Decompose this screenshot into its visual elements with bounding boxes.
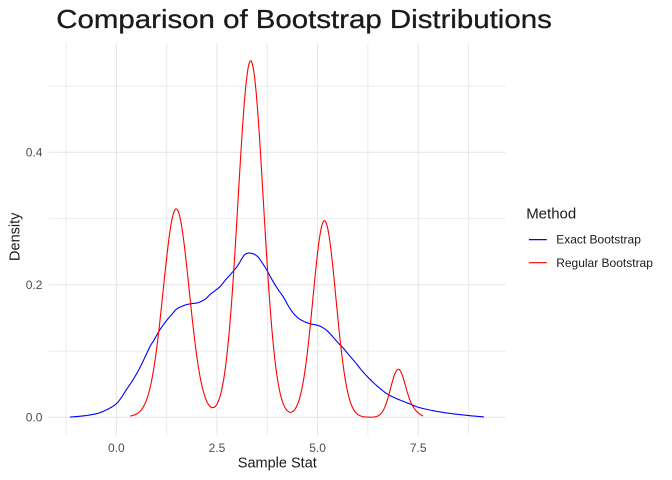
svg-text:0.0: 0.0 bbox=[108, 441, 125, 455]
svg-text:0.4: 0.4 bbox=[26, 145, 43, 159]
svg-text:7.5: 7.5 bbox=[410, 441, 427, 455]
svg-text:0.2: 0.2 bbox=[26, 278, 43, 292]
svg-text:0.0: 0.0 bbox=[26, 410, 43, 424]
svg-text:Comparison of Bootstrap Distri: Comparison of Bootstrap Distributions bbox=[56, 4, 552, 34]
svg-text:Sample Stat: Sample Stat bbox=[238, 455, 317, 471]
svg-text:Exact Bootstrap: Exact Bootstrap bbox=[556, 233, 641, 247]
svg-text:Density: Density bbox=[8, 212, 24, 261]
svg-text:5.0: 5.0 bbox=[309, 441, 326, 455]
svg-text:2.5: 2.5 bbox=[209, 441, 226, 455]
svg-text:Method: Method bbox=[526, 205, 576, 222]
svg-text:Regular Bootstrap: Regular Bootstrap bbox=[556, 256, 653, 270]
